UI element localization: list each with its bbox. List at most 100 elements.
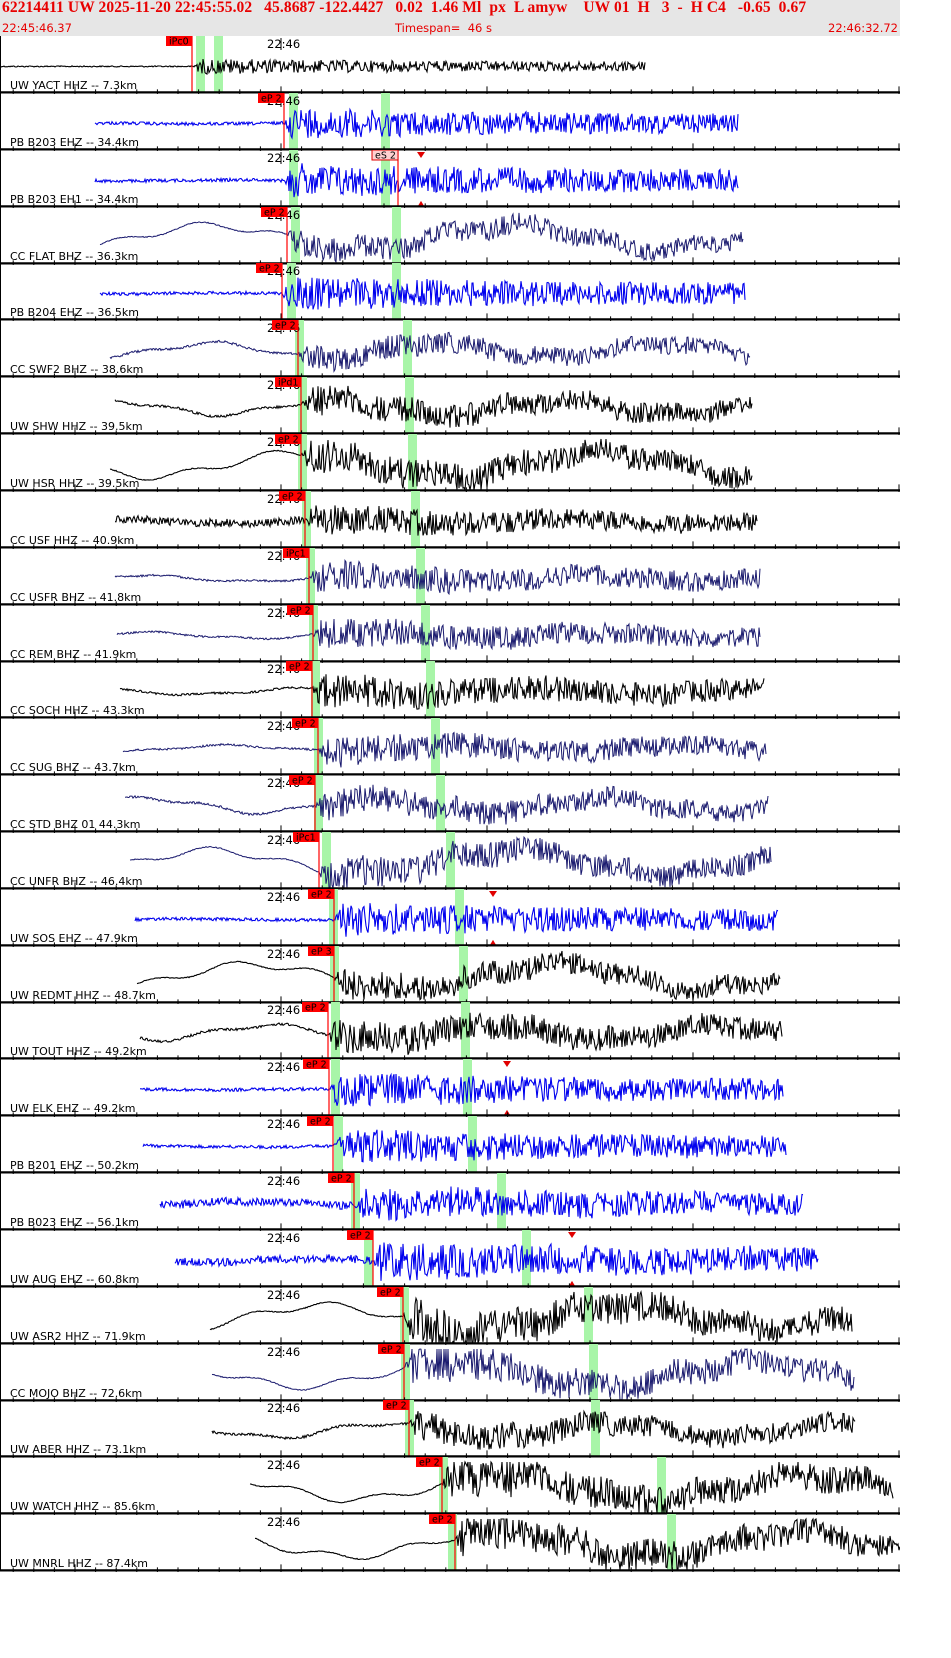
trace-row[interactable]: 22:46 eP 2 UW SOS EHZ -- 47.9km	[0, 888, 900, 952]
trace-row[interactable]: 22:46 eP 2 UW ELK EHZ -- 49.2km	[0, 1059, 900, 1122]
minute-time-label: 22:46	[267, 1231, 300, 1245]
pick-label: eP 2	[261, 93, 282, 104]
trace-row[interactable]: 22:46 eP 2 UW MNRL HHZ -- 87.4km	[0, 1514, 901, 1577]
station-label: CC USF HHZ -- 40.9km	[10, 534, 134, 547]
trace-row[interactable]: 22:46 eP 2 PB B204 EHZ -- 36.5km	[0, 263, 900, 326]
waveform	[209, 1289, 853, 1345]
analysis-window-bar	[455, 888, 464, 946]
trace-row[interactable]: 22:46 eP 2 PB B023 EHZ -- 56.1km	[0, 1173, 900, 1236]
analysis-window-bar	[331, 1059, 340, 1117]
trace-row[interactable]: 22:46 eP 2 CC SOCH HHZ -- 43.3km	[0, 661, 900, 724]
waveform	[114, 505, 758, 537]
pick-label-box[interactable]	[383, 1400, 409, 1411]
pick-label-box[interactable]	[303, 1059, 329, 1070]
trace-plot: 22:46 eP 2 CC MOJO BHZ -- 72.6km	[0, 1343, 900, 1406]
pick-label-box[interactable]	[377, 1286, 403, 1297]
trace-row[interactable]: 22:46 iPc1 CC UNFR BHZ -- 46.4km	[0, 831, 900, 895]
station-label: UW YACT HHZ -- 7.3km	[10, 79, 137, 92]
station-label: PB B204 EHZ -- 36.5km	[10, 306, 139, 319]
trace-row[interactable]: 22:46 eP 2 CC REM BHZ -- 41.9km	[0, 604, 900, 667]
pick-label: eP 2	[289, 662, 310, 673]
station-label: UW SOS EHZ -- 47.9km	[10, 932, 138, 945]
pick-label-box[interactable]	[283, 547, 309, 558]
pick-label-box[interactable]	[275, 433, 301, 444]
pick-label-box[interactable]	[378, 1343, 404, 1354]
minute-time-label: 22:46	[267, 1288, 300, 1302]
trace-row[interactable]: 22:46 eP 2 UW AUG EHZ -- 60.8km	[0, 1229, 900, 1293]
trace-row[interactable]: 22:46 eP 2 UW TOUT HHZ -- 49.2km	[0, 1002, 900, 1065]
trace-row[interactable]: 22:46 iPc0 UW YACT HHZ -- 7.3km	[0, 36, 900, 99]
station-label: PB B201 EHZ -- 50.2km	[10, 1159, 139, 1172]
trace-row[interactable]: 22:46iPd1UW SHW HHZ -- 39.5km	[0, 377, 900, 440]
waveform	[140, 1072, 784, 1107]
trace-plot: 22:46 eP 2 UW AUG EHZ -- 60.8km	[0, 1229, 900, 1293]
waveform	[139, 1012, 783, 1056]
pick-label-box[interactable]	[308, 888, 334, 899]
analysis-window-bar	[426, 661, 435, 719]
pick-label-box[interactable]	[289, 775, 315, 786]
station-label: CC REM BHZ -- 41.9km	[10, 647, 136, 660]
pick-label-box[interactable]	[347, 1229, 373, 1240]
trace-row[interactable]: 22:46 eP 2 UW WATCH HHZ -- 85.6km	[0, 1457, 900, 1520]
minute-time-label: 22:46	[267, 37, 300, 51]
pick-label-box[interactable]	[328, 1173, 354, 1183]
trace-row[interactable]: 22:46 eP 3 UW REDMT HHZ -- 48.7km	[0, 945, 900, 1008]
station-label: CC SWF2 BHZ -- 38.6km	[10, 363, 143, 376]
analysis-window-bar	[461, 1002, 470, 1060]
pick-label-box[interactable]	[416, 1457, 442, 1468]
amplitude-marker-icon	[504, 1110, 510, 1116]
pick-label-box[interactable]	[258, 92, 284, 103]
station-label: CC MOJO BHZ -- 72.6km	[10, 1386, 142, 1399]
pick-label-box[interactable]	[275, 377, 301, 388]
station-label: UW ELK EHZ -- 49.2km	[10, 1102, 135, 1115]
trace-plot: 22:46 eP 2 UW ABER HHZ -- 73.1km	[0, 1400, 900, 1463]
pick-label-box[interactable]	[292, 718, 318, 729]
pick-label-box[interactable]	[293, 831, 319, 842]
analysis-window-bar	[667, 1514, 676, 1571]
pick-label-box[interactable]	[166, 36, 192, 46]
analysis-window-bar	[657, 1457, 666, 1515]
trace-row[interactable]: 22:46 eP 2 CC SUG BHZ -- 43.7km	[0, 718, 900, 781]
pick-label-box[interactable]	[272, 320, 298, 331]
pick-label-box[interactable]	[308, 945, 334, 956]
pick-label-box[interactable]	[287, 604, 313, 615]
pick-label-box[interactable]	[302, 1002, 328, 1013]
trace-row[interactable]: 22:46 eP 2 CC STD BHZ 01 44.3km	[0, 775, 900, 838]
pick-label-box[interactable]	[256, 263, 282, 274]
waveform	[119, 674, 765, 711]
trace-row[interactable]: 22:46 eS 2 PB B203 EH1 -- 34.4km	[0, 149, 900, 213]
pick-label-box[interactable]	[307, 1116, 333, 1127]
analysis-window-bar	[401, 1343, 410, 1401]
analysis-window-bar	[439, 1457, 448, 1515]
station-label: UW ABER HHZ -- 73.1km	[10, 1443, 146, 1456]
pick-label-box[interactable]	[429, 1514, 455, 1525]
trace-row[interactable]: 22:46 eP 2 UW ABER HHZ -- 73.1km	[0, 1400, 900, 1463]
station-label: UW ASR2 HHZ -- 71.9km	[10, 1330, 146, 1343]
analysis-window-bar	[295, 320, 304, 378]
analysis-window-bar	[291, 206, 300, 264]
station-label: UW AUG EHZ -- 60.8km	[10, 1273, 139, 1286]
pick-label-box[interactable]	[261, 206, 287, 217]
waveform	[99, 211, 744, 264]
station-label: UW WATCH HHZ -- 85.6km	[10, 1500, 155, 1513]
minute-time-label: 22:46	[267, 1345, 300, 1359]
trace-plot: 22:46 iPc0 UW YACT HHZ -- 7.3km	[0, 36, 900, 99]
trace-row[interactable]: 22:46 eP 2 PB B201 EHZ -- 50.2km	[0, 1116, 900, 1179]
pick-label-box[interactable]	[286, 661, 312, 672]
waveform	[136, 950, 781, 1001]
trace-row[interactable]: 22:46 eP 2 CC MOJO BHZ -- 72.6km	[0, 1343, 900, 1406]
pick-label-box[interactable]	[371, 149, 399, 161]
amplitude-marker-icon	[568, 1231, 576, 1238]
pick-label-box[interactable]	[279, 490, 305, 501]
trace-row[interactable]: 22:46 eP 2 UW ASR2 HHZ -- 71.9km	[0, 1286, 900, 1350]
